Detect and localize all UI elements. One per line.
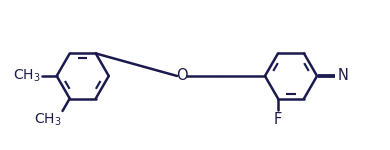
Text: CH$_3$: CH$_3$ [34, 112, 61, 128]
Text: O: O [176, 69, 188, 84]
Text: N: N [337, 69, 348, 84]
Text: F: F [274, 112, 282, 127]
Text: CH$_3$: CH$_3$ [13, 68, 41, 84]
